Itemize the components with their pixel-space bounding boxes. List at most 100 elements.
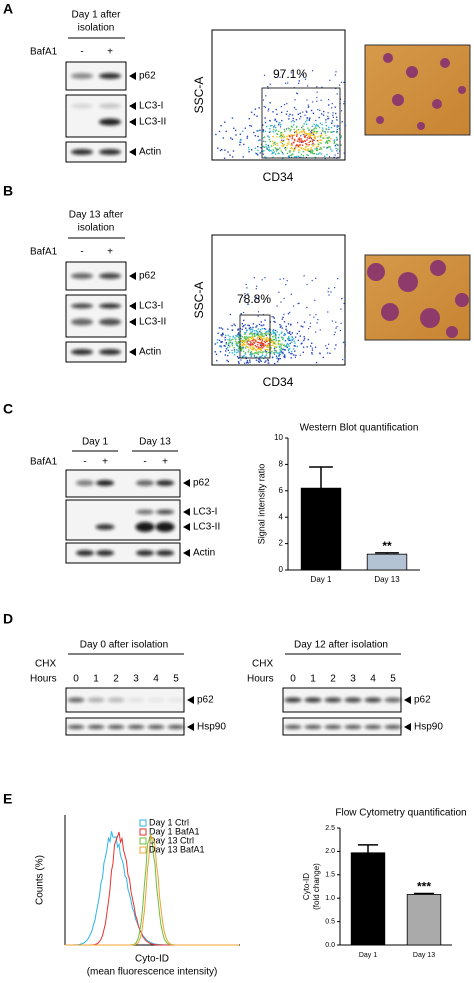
hour-label: 4 — [153, 674, 159, 685]
flow-y-label: SSC-A — [192, 77, 206, 114]
flow-dot — [340, 308, 342, 310]
flow-dot — [315, 127, 317, 130]
flow-dot — [250, 354, 253, 356]
flow-dot — [331, 120, 334, 122]
flow-dot — [275, 334, 277, 336]
flow-dot — [243, 355, 245, 357]
blot-band — [135, 522, 155, 532]
flow-dot — [236, 334, 239, 336]
flow-dot — [245, 362, 248, 364]
flow-dot — [276, 361, 279, 363]
flow-dot — [306, 139, 308, 141]
flow-dot — [281, 145, 283, 147]
flow-dot — [292, 117, 294, 120]
flow-dot — [229, 340, 231, 342]
flow-dot — [274, 345, 276, 348]
flow-dot — [245, 338, 247, 340]
flow-dot — [248, 118, 250, 120]
flow-dot — [299, 141, 301, 143]
flow-dot — [240, 359, 242, 361]
flow-dot — [289, 130, 291, 132]
flow-dot — [300, 135, 302, 137]
flow-dot — [275, 355, 278, 357]
blot-band — [67, 725, 85, 729]
flow-dot — [273, 320, 275, 323]
flow-dot — [254, 330, 256, 332]
flow-dot — [238, 347, 240, 349]
flow-dot — [264, 121, 267, 124]
flow-plot-frame — [211, 29, 346, 161]
flow-dot — [333, 334, 335, 336]
flow-dot — [308, 141, 310, 143]
blot-box — [65, 499, 181, 541]
flow-dot — [309, 322, 312, 324]
flow-dot — [250, 125, 253, 127]
flow-dot — [257, 337, 259, 340]
blot-band — [99, 303, 121, 309]
flow-dot — [298, 137, 301, 139]
flow-dot — [248, 333, 251, 335]
flow-dot — [319, 122, 322, 124]
flow-dot — [328, 126, 330, 129]
flow-dot — [263, 140, 265, 142]
flow-dot — [241, 344, 243, 346]
flow-dot — [328, 104, 330, 106]
flow-dot — [327, 352, 329, 354]
flow-dot — [260, 355, 262, 358]
flow-dot — [343, 100, 345, 103]
flow-dot — [285, 345, 287, 347]
flow-dot — [318, 143, 320, 145]
flow-dot — [277, 342, 280, 344]
flow-dot — [313, 123, 315, 125]
flow-dot — [268, 131, 271, 133]
flow-dot — [262, 335, 264, 338]
flow-dot — [258, 323, 260, 325]
flow-dot — [259, 139, 261, 141]
flow-dot — [297, 93, 299, 95]
blot-band — [384, 725, 402, 729]
flow-dot — [235, 335, 238, 337]
flow-dot — [227, 343, 230, 345]
flow-dot — [278, 345, 280, 348]
flow-dot — [274, 335, 276, 337]
flow-dot — [271, 356, 274, 359]
flow-dot — [335, 327, 337, 329]
flow-dot — [335, 344, 337, 346]
flow-dot — [215, 133, 217, 136]
flow-dot — [286, 330, 288, 332]
flow-dot — [301, 131, 303, 133]
flow-dot — [317, 319, 319, 321]
flow-dot — [255, 326, 257, 328]
flow-dot — [316, 131, 319, 133]
flow-dot — [299, 112, 301, 114]
flow-dot — [244, 127, 246, 129]
flow-dot — [233, 127, 235, 129]
flow-dot — [279, 126, 282, 128]
flow-dot — [333, 125, 336, 127]
flow-dot — [265, 95, 267, 97]
flow-dot — [291, 350, 293, 353]
flow-dot — [242, 350, 245, 352]
blot-band — [76, 480, 94, 486]
flow-dot — [302, 326, 304, 328]
treatment-label: CHX — [252, 659, 273, 670]
flow-x-label: CD34 — [263, 375, 294, 389]
flow-dot — [278, 130, 280, 133]
flow-dot — [281, 151, 283, 154]
flow-dot — [325, 119, 327, 121]
flow-dot — [280, 133, 282, 135]
flow-dot — [269, 83, 271, 85]
flow-dot — [319, 147, 322, 149]
flow-dot — [244, 337, 247, 339]
flow-dot — [304, 132, 306, 135]
flow-dot — [293, 134, 296, 136]
flow-dot — [311, 349, 314, 351]
flow-dot — [290, 129, 292, 131]
flow-dot — [278, 122, 280, 124]
flow-dot — [298, 80, 300, 82]
flow-dot — [257, 328, 260, 330]
flow-dot — [327, 115, 329, 117]
hour-label: 2 — [113, 674, 119, 685]
flow-dot — [259, 331, 261, 333]
y-tick-label: 2.0 — [325, 848, 335, 855]
